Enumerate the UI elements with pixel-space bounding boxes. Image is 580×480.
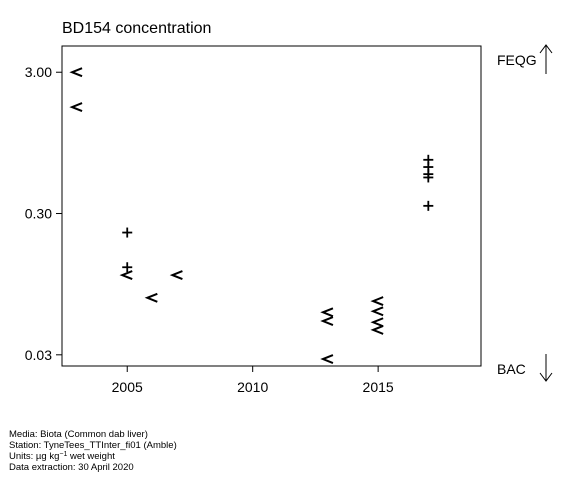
point-less-than-12	[370, 325, 384, 335]
point-less-than-1	[69, 67, 83, 78]
footer-station: Station: TyneTees_TTInter_fi01 (Amble)	[9, 440, 177, 451]
x-axis: 2005 2010 2015	[112, 366, 394, 395]
point-less-than-8	[320, 354, 334, 364]
x-tick-label-0: 2005	[112, 379, 143, 395]
point-less-than-2	[69, 102, 83, 113]
point-less-than-9	[370, 296, 384, 307]
point-less-than-6	[320, 316, 334, 326]
point-detected-19	[423, 200, 434, 211]
footer-units-suffix: wet weight	[67, 451, 115, 462]
y-tick-label-0: 3.00	[25, 64, 52, 80]
threshold-label-bac: BAC	[497, 361, 526, 377]
footer-units-prefix: Units: µg kg	[9, 451, 60, 462]
y-tick-label-2: 0.03	[25, 347, 52, 363]
y-tick-label-1: 0.30	[25, 206, 52, 222]
threshold-labels: FEQG BAC	[497, 44, 553, 382]
threshold-label-feqg: FEQG	[497, 52, 537, 68]
x-tick-label-2: 2015	[363, 379, 394, 395]
concentration-chart: BD154 concentration 3.00 0.30 0.03 2005 201…	[25, 20, 553, 395]
point-less-than-10	[370, 306, 384, 317]
point-detected-13	[122, 227, 133, 238]
point-less-than-11	[370, 317, 384, 328]
footer-extraction: Data extraction: 30 April 2020	[9, 462, 134, 473]
plot-frame	[61, 45, 482, 367]
y-axis: 3.00 0.30 0.03	[25, 64, 62, 363]
chart-title: BD154 concentration	[62, 20, 211, 37]
footer-units: Units: µg kg−1 wet weight	[9, 451, 177, 462]
point-less-than-5	[169, 270, 183, 281]
footer-units-exponent: −1	[59, 451, 68, 458]
point-less-than-7	[320, 307, 334, 318]
data-points	[69, 67, 434, 364]
point-detected-18	[423, 172, 434, 183]
point-detected-14	[122, 262, 133, 273]
metadata-footer: Media: Biota (Common dab liver) Station:…	[9, 429, 177, 473]
threshold-arrow-up-icon	[539, 44, 553, 74]
point-less-than-3	[119, 270, 133, 281]
point-less-than-4	[144, 292, 158, 303]
x-tick-label-1: 2010	[237, 379, 268, 395]
threshold-arrow-down-icon	[539, 354, 553, 382]
footer-media: Media: Biota (Common dab liver)	[9, 429, 148, 440]
